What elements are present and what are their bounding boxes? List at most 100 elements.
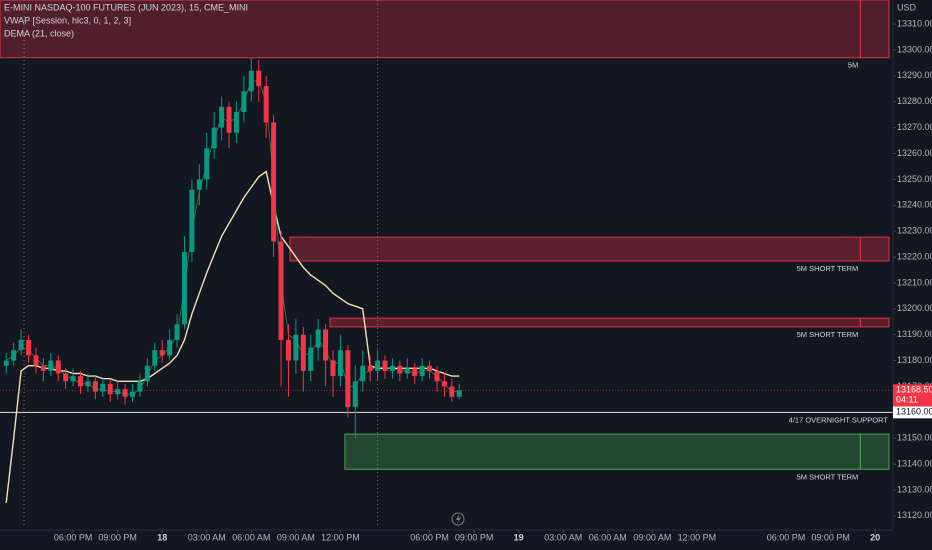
candle-body [78,376,84,387]
candle-body [285,339,291,361]
x-tick-label: 06:00 PM [767,532,806,542]
candle-body [397,365,403,374]
x-tick-label: 09:00 PM [98,532,137,542]
candle-body [427,365,433,371]
candle-body [441,381,447,387]
candle-body [196,179,202,190]
candle-body [233,112,239,133]
candle-body [26,339,32,356]
candle-body [137,381,143,392]
chart-title: E-MINI NASDAQ-100 FUTURES (JUN 2023), 15… [4,2,248,12]
candle-body [92,381,98,392]
y-tick-label: 13270.00 [897,122,932,132]
candle-body [278,241,284,340]
candle-body [337,350,343,377]
y-tick-label: 13230.00 [897,226,932,236]
replay-icon[interactable] [451,512,465,526]
candle-body [449,386,455,397]
y-tick-label: 13240.00 [897,200,932,210]
candle-body [11,350,17,361]
candle-body [226,106,232,133]
x-tick-label: 18 [157,532,167,542]
candle-body [263,86,269,123]
candle-body [256,70,262,87]
last-price-tag [893,384,932,407]
support-tag-label: 13160.00 [896,407,932,417]
zone-label: 5M [848,61,858,70]
candle-body [375,360,381,371]
candle-body [271,122,277,242]
candle-body [181,251,187,325]
candle-body [159,350,165,356]
candle-body [404,368,410,374]
y-tick-label: 13260.00 [897,148,932,158]
x-tick-label: 03:00 AM [188,532,226,542]
y-tick-label: 13200.00 [897,303,932,313]
candle-body [352,381,358,408]
legend-entry: VWAP [Session, hlc3, 0, 1, 2, 3] [4,15,131,25]
candle-body [3,360,9,366]
x-tick-label: 06:00 AM [232,532,270,542]
candle-body [189,189,195,252]
candle-body [211,127,217,149]
x-tick-label: 06:00 PM [54,532,93,542]
candle-body [18,339,24,351]
x-tick-label: 03:00 AM [544,532,582,542]
candle-body [248,70,254,92]
y-tick-label: 13180.00 [897,355,932,365]
candle-body [48,360,54,371]
support-text: 4/17 OVERNIGHT SUPPORT [789,415,889,424]
y-tick-label: 13220.00 [897,251,932,261]
candle-body [219,106,225,128]
candle-body [33,355,39,366]
y-tick-label: 13310.00 [897,18,932,28]
candle-body [456,390,462,397]
candle-body [122,389,128,397]
x-tick-label: 06:00 AM [589,532,627,542]
candle-body [144,365,150,382]
candle-body [85,381,91,387]
zone [289,236,890,262]
y-tick-label: 13210.00 [897,277,932,287]
zones: 5M 5M SHORT TERM 5M SHORT TERM 5M SHORT TER… [0,0,890,481]
last-price-label: 13168.50 [896,385,932,395]
candle-body [419,365,425,377]
candle-body [63,373,69,382]
zone-label: 5M SHORT TERM [797,330,859,339]
candle-body [308,347,314,371]
x-tick-label: 09:00 PM [811,532,850,542]
x-tick-label: 12:00 PM [678,532,717,542]
icon-bolt [456,514,461,524]
candle-body [100,383,106,392]
candle-body [55,360,61,374]
zone [329,317,890,328]
candle-body [174,324,180,340]
candle-body [40,365,46,371]
y-tick-label: 13120.00 [897,510,932,520]
x-tick-label: 09:00 PM [455,532,494,542]
zone-label: 5M SHORT TERM [797,264,859,273]
candle-body [300,334,306,371]
candle-body [434,370,440,382]
candle-body [167,339,173,356]
y-tick-label: 13130.00 [897,484,932,494]
y-tick-label: 13250.00 [897,174,932,184]
candle-body [330,360,336,377]
candle-body [315,329,321,348]
legend-entry: DEMA (21, close) [4,28,74,38]
y-tick-label: 13150.00 [897,433,932,443]
candle-body [345,350,351,408]
candle-body [70,376,76,382]
axes: 13120.00 13130.00 13140.00 13150.00 13160.00… [54,18,932,542]
plot-area: 4/17 OVERNIGHT SUPPORT [0,0,893,527]
candle-body [412,368,418,377]
candle-body [129,391,135,397]
x-tick-label: 09:00 AM [277,532,315,542]
candle-body [152,350,158,366]
zone-label: 5M SHORT TERM [797,472,859,481]
x-tick-label: 06:00 PM [410,532,449,542]
